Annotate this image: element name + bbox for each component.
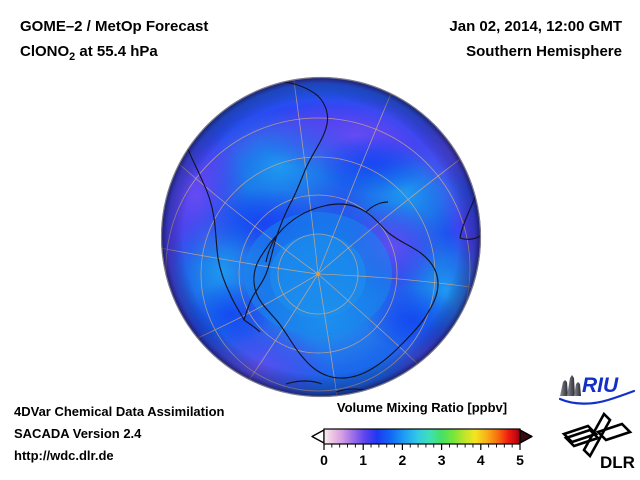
header-left: GOME–2 / MetOp Forecast ClONO2 at 55.4 h… — [20, 14, 208, 70]
riu-logo: RIU — [558, 372, 638, 406]
colorbar-ticks — [323, 444, 521, 450]
dlr-wordmark: DLR — [600, 453, 635, 472]
colorbar-tick-label: 4 — [477, 452, 485, 468]
footer-credits: 4DVar Chemical Data Assimilation SACADA … — [14, 401, 225, 467]
colorbar-tick-label: 5 — [516, 452, 524, 468]
globe-map — [160, 76, 482, 398]
colorbar: Volume Mixing Ratio [ppbv] — [306, 400, 538, 470]
pressure-level: at 55.4 hPa — [75, 43, 158, 60]
region-label: Southern Hemisphere — [466, 43, 622, 60]
globe-outline — [160, 76, 482, 398]
dlr-mark-icon — [561, 411, 633, 459]
colorbar-gradient — [323, 428, 521, 445]
credit-line-2: SACADA Version 2.4 — [14, 426, 142, 441]
species-name: ClONO — [20, 43, 70, 60]
tower-icon — [560, 375, 581, 396]
header-right: Jan 02, 2014, 12:00 GMT Southern Hemisph… — [449, 14, 622, 64]
colorbar-minor-ticks — [331, 444, 513, 448]
dlr-logo: DLR — [560, 411, 638, 474]
credit-url[interactable]: http://wdc.dlr.de — [14, 448, 114, 463]
page-title: GOME–2 / MetOp Forecast — [20, 18, 209, 35]
colorbar-title: Volume Mixing Ratio [ppbv] — [336, 400, 508, 415]
riu-wordmark: RIU — [582, 374, 619, 397]
riu-swoosh — [558, 389, 636, 405]
colorbar-tick-label: 3 — [438, 452, 446, 468]
species-subscript: 2 — [69, 51, 76, 63]
credit-line-1: 4DVar Chemical Data Assimilation — [14, 404, 225, 419]
colorbar-tick-label: 1 — [359, 452, 367, 468]
species-level-line: ClONO2 at 55.4 hPa — [20, 39, 208, 70]
timestamp: Jan 02, 2014, 12:00 GMT — [449, 18, 622, 35]
colorbar-over-arrow — [519, 429, 533, 444]
colorbar-tick-label: 2 — [399, 452, 407, 468]
colorbar-tick-label: 0 — [320, 452, 328, 468]
colorbar-under-arrow — [311, 429, 325, 444]
